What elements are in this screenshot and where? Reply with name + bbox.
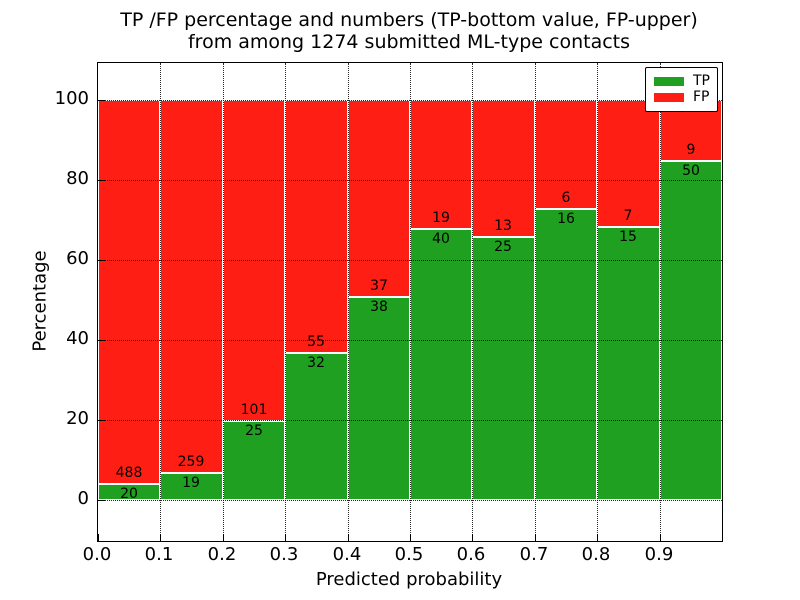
x-tick-mark xyxy=(597,534,598,541)
tp-count-label: 32 xyxy=(307,355,325,371)
tp-count-label: 19 xyxy=(182,475,200,491)
y-tick-mark xyxy=(98,100,105,101)
x-axis-label: Predicted probability xyxy=(315,569,503,590)
y-tick-label: 20 xyxy=(66,408,89,429)
gridline-vertical xyxy=(285,63,286,541)
tp-bar-segment xyxy=(160,473,223,500)
y-tick-label: 40 xyxy=(66,328,89,349)
gridline-horizontal xyxy=(98,420,722,421)
x-tick-label: 0.5 xyxy=(394,544,424,565)
tp-bar-segment xyxy=(472,237,535,500)
tp-bar-segment xyxy=(223,421,285,500)
fp-count-label: 13 xyxy=(494,218,512,234)
x-tick-mark xyxy=(160,534,161,541)
tp-count-label: 20 xyxy=(120,486,138,502)
x-tick-mark xyxy=(98,534,99,541)
x-tick-mark xyxy=(285,534,286,541)
y-tick-mark xyxy=(98,260,105,261)
gridline-vertical xyxy=(223,63,224,541)
gridline-vertical xyxy=(160,63,161,541)
y-tick-label: 100 xyxy=(54,88,89,109)
gridline-vertical xyxy=(348,63,349,541)
fp-count-label: 488 xyxy=(115,465,143,481)
legend-swatch-tp xyxy=(654,77,684,86)
y-tick-mark xyxy=(98,420,105,421)
tp-bar-segment xyxy=(660,161,722,500)
fp-count-label: 55 xyxy=(307,334,325,350)
tp-bar-segment xyxy=(348,297,410,500)
gridline-vertical xyxy=(472,63,473,541)
tp-bar-segment xyxy=(98,484,160,500)
legend-swatch-fp xyxy=(654,93,684,102)
x-tick-label: 0.4 xyxy=(332,544,362,565)
plot-area: 488 20 259 19 101 25 55 32 37 38 19 40 13 25 6 16 7 15 9 50 xyxy=(97,62,723,542)
x-tick-label: 0.0 xyxy=(82,544,112,565)
x-tick-mark xyxy=(535,534,536,541)
x-tick-mark xyxy=(472,534,473,541)
tp-count-label: 25 xyxy=(245,423,263,439)
tp-bar-segment xyxy=(535,209,597,500)
x-tick-label: 0.7 xyxy=(519,544,549,565)
tp-bar-segment xyxy=(410,229,472,500)
legend-label-fp: FP xyxy=(693,89,710,105)
fp-count-label: 19 xyxy=(432,210,450,226)
tp-count-label: 40 xyxy=(432,231,450,247)
x-tick-label: 0.2 xyxy=(207,544,237,565)
gridline-vertical xyxy=(535,63,536,541)
x-tick-mark xyxy=(348,534,349,541)
tp-count-label: 25 xyxy=(494,239,512,255)
fp-count-label: 7 xyxy=(623,208,633,224)
x-tick-label: 0.3 xyxy=(269,544,299,565)
fp-count-label: 259 xyxy=(177,454,205,470)
y-tick-label: 60 xyxy=(66,248,89,269)
y-tick-mark xyxy=(98,180,105,181)
fp-bar-segment xyxy=(348,100,410,297)
y-tick-label: 0 xyxy=(77,488,89,509)
gridline-vertical xyxy=(410,63,411,541)
x-tick-label: 0.6 xyxy=(456,544,486,565)
chart-title-line2: from among 1274 submitted ML-type contac… xyxy=(187,31,631,53)
legend-item-fp: FP xyxy=(654,90,717,105)
gridline-vertical xyxy=(660,63,661,541)
tp-count-label: 50 xyxy=(682,163,700,179)
fp-count-label: 101 xyxy=(240,402,268,418)
fp-bar-segment xyxy=(472,100,535,237)
x-tick-mark xyxy=(410,534,411,541)
gridline-horizontal xyxy=(98,340,722,341)
fp-bar-segment xyxy=(160,100,223,473)
x-tick-label: 0.8 xyxy=(581,544,611,565)
fp-bar-segment xyxy=(98,100,160,484)
x-tick-mark xyxy=(223,534,224,541)
tp-count-label: 16 xyxy=(557,211,575,227)
chart-title-line1: TP /FP percentage and numbers (TP-bottom… xyxy=(120,9,698,31)
gridline-vertical xyxy=(597,63,598,541)
tp-bar-segment xyxy=(597,227,660,500)
tp-count-label: 38 xyxy=(370,299,388,315)
legend: TP FP xyxy=(645,67,718,112)
tp-bar-segment xyxy=(285,353,348,500)
gridline-horizontal xyxy=(98,100,722,101)
chart-title: TP /FP percentage and numbers (TP-bottom… xyxy=(97,9,721,53)
y-tick-mark xyxy=(98,340,105,341)
fp-count-label: 37 xyxy=(370,278,388,294)
gridline-horizontal xyxy=(98,180,722,181)
x-tick-mark xyxy=(660,534,661,541)
fp-count-label: 6 xyxy=(561,190,571,206)
x-tick-label: 0.1 xyxy=(144,544,174,565)
x-tick-label: 0.9 xyxy=(644,544,674,565)
y-tick-label: 80 xyxy=(66,168,89,189)
tp-count-label: 15 xyxy=(619,229,637,245)
legend-label-tp: TP xyxy=(693,73,710,89)
gridline-horizontal xyxy=(98,260,722,261)
fp-bar-segment xyxy=(285,100,348,353)
gridline-horizontal xyxy=(98,500,722,501)
legend-item-tp: TP xyxy=(654,74,717,89)
y-tick-mark xyxy=(98,500,105,501)
fp-count-label: 9 xyxy=(686,142,696,158)
